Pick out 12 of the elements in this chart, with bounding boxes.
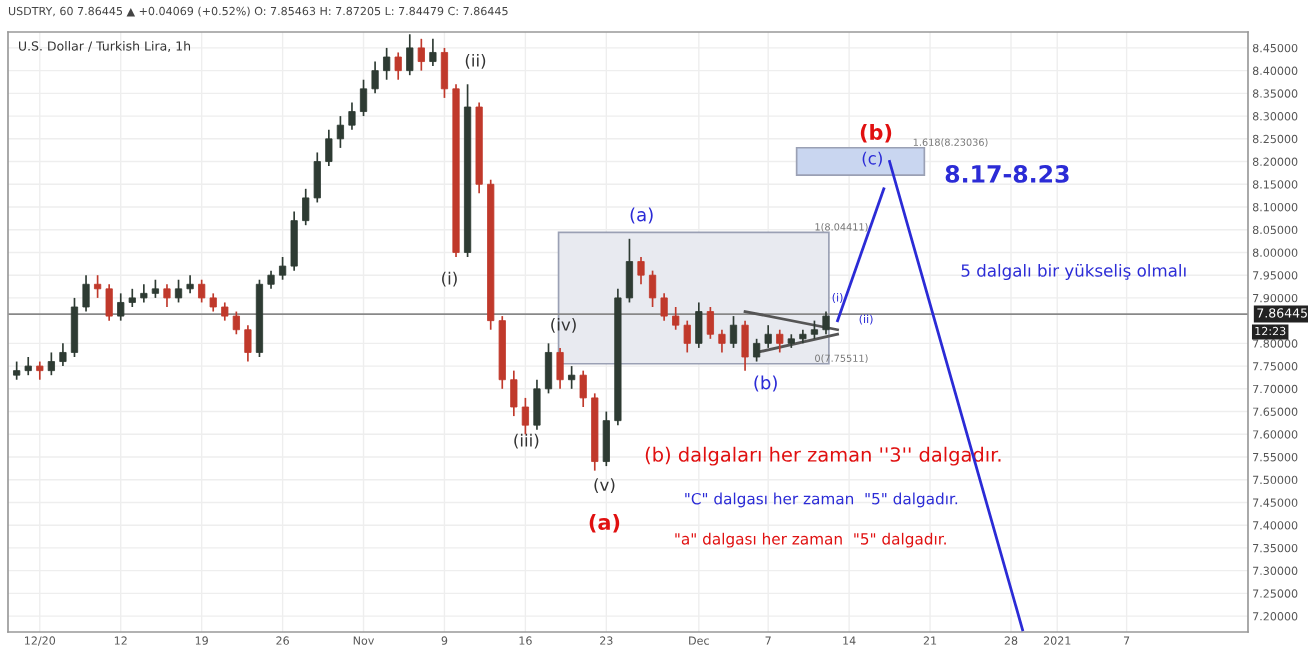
annotation: (ii) xyxy=(465,53,486,69)
annotation: (b) xyxy=(754,375,777,392)
annotation: 8.17-8.23 xyxy=(945,164,1069,183)
annotation: (v) xyxy=(594,478,615,493)
annotation: (c) xyxy=(862,151,882,167)
annotation: 5 dalgalı bir yükseliş olmalı xyxy=(961,263,1186,281)
annotation: (iv) xyxy=(551,317,576,333)
annotation: (iii) xyxy=(514,433,539,449)
annotation: (a) xyxy=(589,513,620,533)
annotation: (i) xyxy=(442,271,457,287)
annotation: (a) xyxy=(630,207,653,224)
annotation: (b) xyxy=(860,123,892,143)
